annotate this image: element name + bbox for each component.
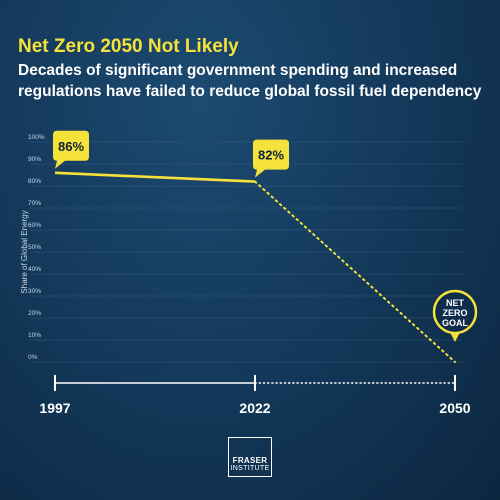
fraser-institute-logo: FRASER INSTITUTE — [228, 437, 272, 477]
y-tick-label: 100% — [28, 134, 45, 141]
value-callout-label: 86% — [58, 139, 84, 154]
x-tick-label: 1997 — [39, 400, 70, 416]
x-tick-label: 2022 — [239, 400, 270, 416]
net-zero-goal-label: ZERO — [442, 308, 467, 318]
y-tick-label: 70% — [28, 200, 41, 207]
y-tick-label: 60% — [28, 222, 41, 229]
y-tick-label: 20% — [28, 310, 41, 317]
value-callout — [253, 139, 289, 178]
y-tick-label: 80% — [28, 178, 41, 185]
data-line — [54, 171, 256, 183]
net-zero-goal-label: GOAL — [442, 318, 469, 328]
chart-subtitle: Decades of significant government spendi… — [18, 62, 482, 100]
y-tick-label: 40% — [28, 266, 41, 273]
value-callout — [53, 130, 89, 169]
x-tick-label: 2050 — [439, 400, 470, 416]
net-zero-goal-label: NET — [446, 298, 465, 308]
chart-title: Net Zero 2050 Not Likely — [18, 36, 239, 57]
projection-line — [254, 180, 456, 363]
net-zero-goal-callout — [432, 289, 478, 335]
y-axis-label: Share of Global Energy — [20, 210, 29, 293]
y-tick-label: 0% — [28, 354, 38, 361]
value-callout-label: 82% — [258, 148, 284, 163]
y-tick-label: 50% — [28, 244, 41, 251]
y-tick-label: 10% — [28, 332, 41, 339]
y-tick-label: 90% — [28, 156, 41, 163]
y-tick-label: 30% — [28, 288, 41, 295]
